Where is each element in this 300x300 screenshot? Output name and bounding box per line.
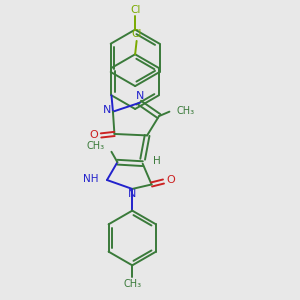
Text: O: O [89,130,98,140]
Text: CH₃: CH₃ [123,279,141,289]
Text: CH₃: CH₃ [176,106,194,116]
Text: H: H [153,156,161,166]
Text: CH₃: CH₃ [86,141,105,152]
Text: N: N [103,105,111,115]
Text: N: N [136,91,144,101]
Text: NH: NH [83,173,99,184]
Text: N: N [128,189,136,199]
Text: O: O [167,175,175,185]
Text: Cl: Cl [130,5,140,15]
Text: Cl: Cl [131,29,142,39]
